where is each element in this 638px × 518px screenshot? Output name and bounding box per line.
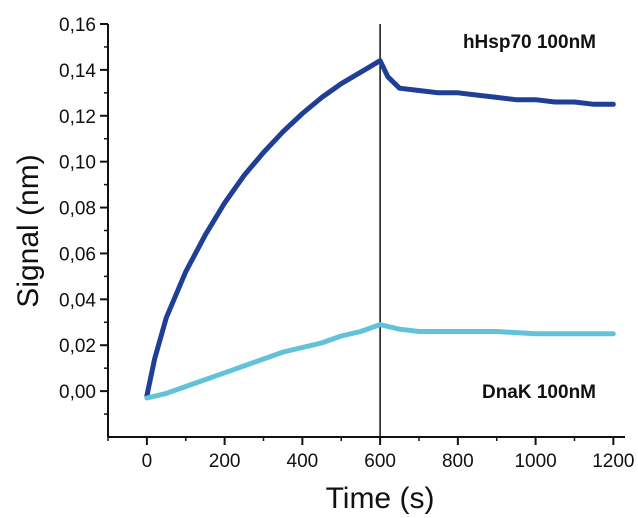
series-layer xyxy=(144,58,616,401)
axes: 0,00 0,02 0,04 0,06 0,08 0,10 0,12 0,14 0,16 0 200… xyxy=(59,15,634,472)
y-tick-label: 0,00 xyxy=(59,382,96,403)
y-tick-label: 0,10 xyxy=(59,153,96,174)
series-line-hhsp70 xyxy=(144,58,616,399)
y-tick-label: 0,08 xyxy=(59,199,96,220)
x-axis-title: Time (s) xyxy=(326,482,435,515)
x-tick-label: 200 xyxy=(209,451,241,472)
y-tick-label: 0,04 xyxy=(59,290,96,311)
x-tick-label: 600 xyxy=(364,451,396,472)
y-tick-label: 0,06 xyxy=(59,244,96,265)
x-tick-label: 800 xyxy=(442,451,474,472)
series-label-dnak: DnaK 100nM xyxy=(482,382,596,403)
y-axis-title: Signal (nm) xyxy=(12,154,45,307)
y-tick-label: 0,02 xyxy=(59,336,96,357)
x-tick-label: 0 xyxy=(142,451,153,472)
labels-layer: Signal (nm) Time (s) hHsp70 100nM DnaK 1… xyxy=(12,32,596,515)
x-tick-label: 400 xyxy=(287,451,319,472)
y-tick-label: 0,12 xyxy=(59,107,96,128)
series-label-hhsp70: hHsp70 100nM xyxy=(463,32,596,53)
y-tick-label: 0,14 xyxy=(59,61,96,82)
x-tick-label: 1000 xyxy=(514,451,556,472)
x-tick-label: 1200 xyxy=(592,451,634,472)
y-tick-label: 0,16 xyxy=(59,15,96,36)
series-line-dnak xyxy=(144,322,616,401)
